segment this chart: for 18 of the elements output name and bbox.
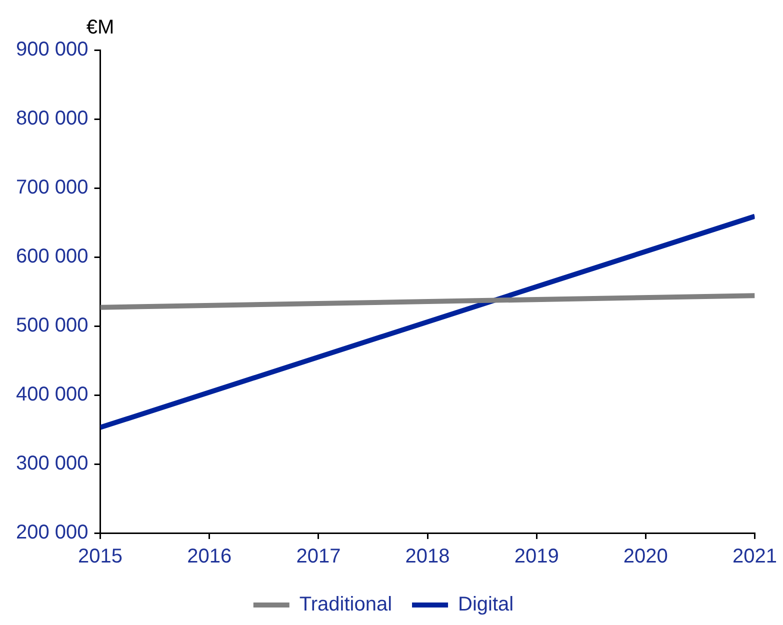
y-tick-label: 400 000: [16, 384, 88, 406]
legend-label: Digital: [458, 594, 514, 616]
x-tick-label: 2019: [514, 546, 559, 568]
y-tick-label: 800 000: [16, 108, 88, 130]
legend-label: Traditional: [299, 594, 392, 616]
y-tick-label: 200 000: [16, 522, 88, 544]
x-tick-label: 2020: [623, 546, 668, 568]
y-axis-title: €M: [86, 16, 114, 39]
x-tick-label: 2018: [405, 546, 450, 568]
x-tick-label: 2015: [78, 546, 123, 568]
y-tick-label: 600 000: [16, 246, 88, 268]
y-tick-label: 500 000: [16, 314, 88, 337]
x-tick-label: 2017: [296, 546, 341, 568]
y-tick-label: 300 000: [16, 452, 88, 475]
y-tick-label: 900 000: [16, 38, 88, 61]
x-tick-label: 2021: [732, 546, 778, 568]
y-tick-label: 700 000: [16, 176, 88, 199]
x-tick-label: 2016: [187, 546, 232, 568]
